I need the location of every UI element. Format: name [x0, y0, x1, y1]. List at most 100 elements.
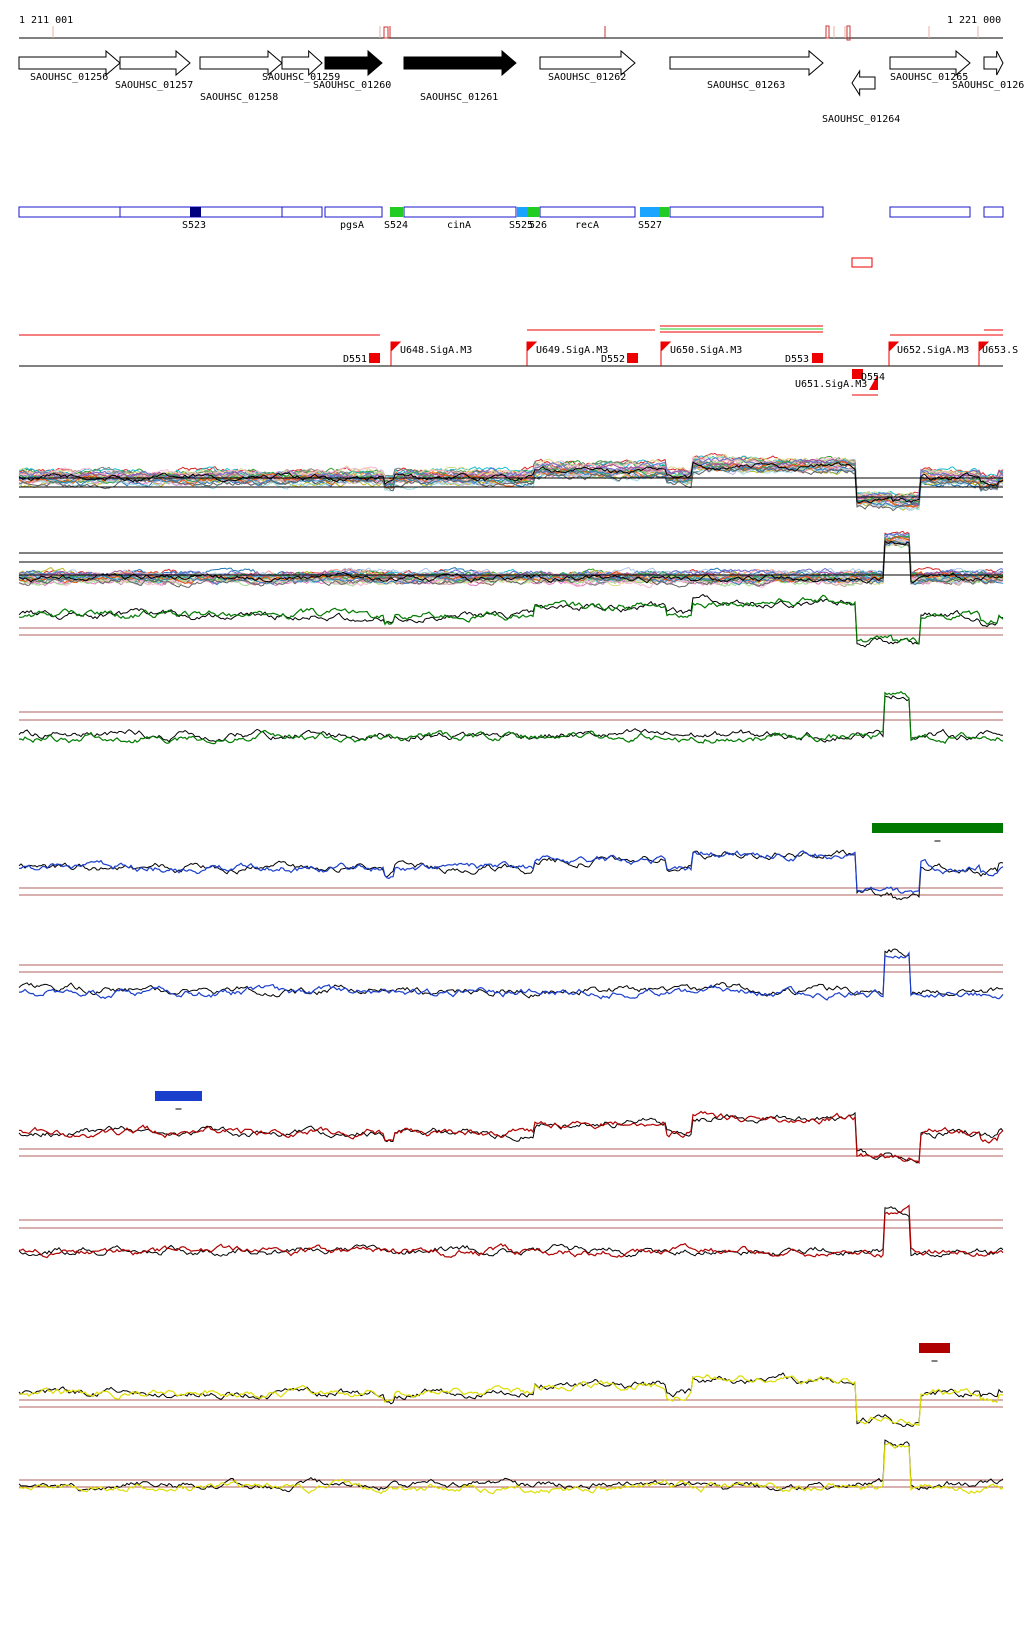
antisense-segment [851, 257, 873, 268]
gene-saouhsc-01258: SAOUHSC_01258 [199, 49, 283, 103]
profile-trace-colored [18, 1442, 1004, 1495]
gene-arrow [851, 69, 876, 97]
profile-condition-2 [18, 849, 1004, 901]
profile-trace [18, 465, 1004, 512]
segment-mark [390, 207, 403, 217]
segment-box [889, 206, 971, 218]
gene-label: SAOUHSC_01262 [548, 72, 626, 83]
segment-label: pgsA [340, 220, 364, 231]
gene-label: SAOUHSC_0126 [952, 80, 1024, 91]
gene-saouhsc-01264: SAOUHSC_01264 [822, 69, 900, 125]
profile-condition-3-antisense [18, 1204, 1004, 1362]
segment-box [669, 206, 824, 218]
segment-mark [640, 207, 660, 217]
segment-label: S525 [509, 220, 533, 231]
segment-mark [660, 207, 669, 217]
gene-label: SAOUHSC_01256 [30, 72, 108, 83]
start-coordinate: 1 211 001 [19, 15, 73, 26]
promoter-label: D553 [785, 354, 809, 365]
promoter-label: U653.S [982, 345, 1018, 356]
gene-arrow [199, 49, 283, 77]
promoter-flag [869, 374, 878, 390]
gene-saouhsc-01257: SAOUHSC_01257 [115, 49, 193, 91]
gene-arrow [119, 49, 191, 77]
profile-all-antisense [18, 530, 1004, 589]
gene-saouhsc-01265: SAOUHSC_01265 [889, 49, 971, 83]
profile-trace-colored [18, 1204, 1004, 1259]
profile-trace-black [18, 1439, 1004, 1493]
profile-condition-1 [18, 593, 1004, 648]
end-coordinate: 1 221 000 [947, 15, 1001, 26]
segment-label: S523 [182, 220, 206, 231]
terminator-mark [627, 353, 638, 363]
gene-label: SAOUHSC_01261 [420, 92, 498, 103]
promoter-flag [660, 341, 672, 366]
segment-box [983, 206, 1004, 218]
gene-arrow [281, 49, 323, 77]
ruler-mark [846, 25, 851, 41]
profile-trace-colored [18, 594, 1004, 645]
profile-trace-black [18, 1111, 1004, 1164]
profile-trace-colored [18, 1374, 1004, 1427]
promoter-label: D552 [601, 354, 625, 365]
profile-trace [18, 540, 1004, 584]
gene-arrow [539, 49, 636, 77]
promoter-label: U650.SigA.M3 [670, 345, 742, 356]
terminator-mark [812, 353, 823, 363]
gene-label: SAOUHSC_01258 [200, 92, 278, 103]
segment-label: S524 [384, 220, 408, 231]
profile-condition-1-antisense [18, 690, 1004, 842]
promoter-label: U649.SigA.M3 [536, 345, 608, 356]
promoter-flag [390, 341, 402, 366]
expression-panels [18, 452, 1004, 1495]
gene-saouhsc-01261: SAOUHSC_01261 [403, 49, 517, 103]
profile-trace-colored [18, 850, 1004, 894]
promoter-flag [888, 341, 900, 366]
segment-label: recA [575, 220, 599, 231]
gene-track: SAOUHSC_01256 SAOUHSC_01257 SAOUHSC_01258 S… [18, 49, 1024, 125]
gene-saouhsc-01259: SAOUHSC_01259 [262, 49, 340, 83]
gene-label: SAOUHSC_01257 [115, 80, 193, 91]
legend-bar [919, 1343, 950, 1353]
coordinate-ruler: 1 211 001 1 221 000 [19, 15, 1003, 41]
terminator-mark [852, 369, 863, 379]
legend-bar [872, 823, 1003, 833]
gene-label: SAOUHSC_01265 [890, 72, 968, 83]
segment-label: cinA [447, 220, 471, 231]
gene-arrow [403, 49, 517, 77]
gene-arrow [889, 49, 971, 77]
gene-label: SAOUHSC_01260 [313, 80, 391, 91]
promoter-label: U651.SigA.M3 [795, 379, 867, 390]
promoter-label: D554 [861, 372, 885, 383]
segment-mark [517, 207, 527, 217]
segment-mark [527, 207, 540, 217]
profile-trace [18, 458, 1004, 507]
profile-trace-black [18, 1206, 1004, 1258]
profile-trace-colored [19, 951, 1004, 1001]
segment-box [324, 206, 383, 218]
gene-arrow [324, 49, 383, 77]
gene-saouhsc-0126: SAOUHSC_0126 [952, 50, 1024, 91]
segment-box [18, 206, 121, 218]
segment-box [281, 206, 323, 218]
profile-trace [18, 541, 1004, 586]
segment-mark [190, 207, 201, 217]
gene-saouhsc-01260: SAOUHSC_01260 [313, 49, 391, 91]
promoter-label: U652.SigA.M3 [897, 345, 969, 356]
legend-bar [155, 1091, 202, 1101]
terminator-mark [369, 353, 380, 363]
ruler-mark [383, 26, 389, 39]
profile-trace [18, 535, 1004, 585]
promoter-label: D551 [343, 354, 367, 365]
profile-condition-3 [18, 1110, 1004, 1165]
gene-label: SAOUHSC_01263 [707, 80, 785, 91]
promoter-flag [526, 341, 538, 366]
gene-label: SAOUHSC_01264 [822, 114, 900, 125]
gene-saouhsc-01263: SAOUHSC_01263 [669, 49, 824, 91]
segment-label: 526 [529, 220, 547, 231]
profile-condition-2-antisense [18, 948, 1004, 1110]
segment-box [403, 206, 517, 218]
